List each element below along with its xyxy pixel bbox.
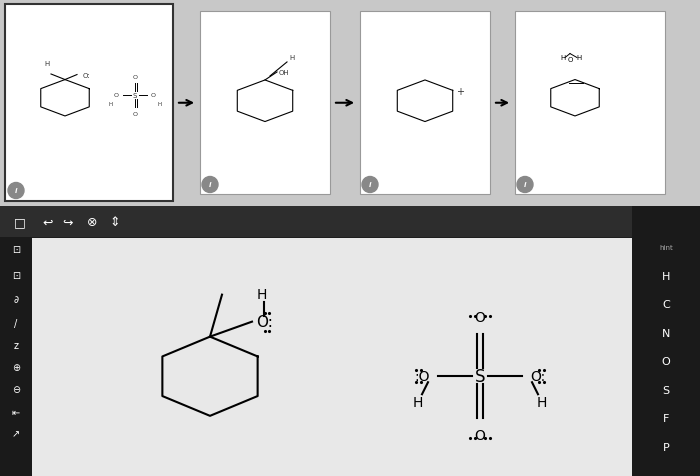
Text: S: S — [475, 367, 485, 386]
Bar — [515, 12, 665, 195]
Text: H: H — [109, 101, 113, 107]
Text: ↪: ↪ — [63, 216, 74, 229]
Text: O: O — [475, 311, 485, 325]
Circle shape — [517, 328, 533, 344]
Bar — [0, 238, 32, 476]
Circle shape — [517, 177, 533, 193]
Text: ⊡: ⊡ — [12, 271, 20, 281]
Text: □: □ — [14, 216, 26, 229]
Text: O: O — [114, 93, 119, 98]
Text: H: H — [537, 396, 547, 409]
Text: N: N — [662, 328, 670, 338]
Text: C: C — [662, 300, 670, 310]
Text: i: i — [369, 182, 371, 188]
Text: i: i — [524, 182, 526, 188]
Text: O: O — [132, 111, 137, 117]
Text: P: P — [663, 442, 669, 452]
Text: H: H — [561, 54, 566, 60]
Bar — [200, 12, 330, 195]
Text: H: H — [257, 287, 267, 301]
Text: +: + — [456, 87, 464, 97]
Bar — [5, 5, 173, 202]
Circle shape — [362, 177, 378, 193]
Text: :O: :O — [414, 369, 430, 384]
Circle shape — [202, 177, 218, 193]
Text: OH: OH — [279, 70, 290, 76]
Text: ⊖: ⊖ — [12, 385, 20, 395]
Text: ⇤: ⇤ — [12, 407, 20, 416]
Text: i: i — [15, 188, 18, 194]
Text: H: H — [157, 101, 161, 107]
Text: O: O — [151, 93, 156, 98]
Text: S: S — [662, 385, 670, 395]
Bar — [360, 12, 490, 195]
Text: H: H — [576, 54, 582, 60]
Text: ⊡: ⊡ — [12, 245, 20, 255]
Text: i: i — [524, 333, 526, 339]
Text: H: H — [289, 55, 294, 61]
Text: O:: O: — [256, 315, 273, 329]
Bar — [632, 207, 700, 476]
Text: ⇕: ⇕ — [110, 216, 120, 229]
Text: O: O — [475, 428, 485, 442]
Text: O: O — [662, 357, 671, 367]
Text: ↗: ↗ — [12, 428, 20, 438]
Text: ⊕: ⊕ — [12, 363, 20, 373]
Text: ∂: ∂ — [13, 295, 18, 305]
Text: ↩: ↩ — [43, 216, 53, 229]
Text: O:: O: — [83, 72, 90, 79]
Text: O:: O: — [530, 369, 545, 384]
Bar — [515, 234, 665, 348]
Text: O: O — [567, 57, 573, 62]
Text: ⊗: ⊗ — [87, 216, 97, 229]
Text: /: / — [15, 319, 18, 329]
Text: z: z — [13, 341, 18, 351]
Text: H: H — [662, 271, 670, 281]
Bar — [32, 239, 632, 476]
Bar — [0, 207, 700, 238]
Text: S: S — [133, 92, 137, 99]
Text: i: i — [209, 182, 211, 188]
Circle shape — [8, 183, 24, 199]
Text: ① Draw curved arrow(s) to show the interaction of the alcohol with sulfuric acid: ① Draw curved arrow(s) to show the inter… — [10, 219, 489, 232]
Text: hint: hint — [659, 245, 673, 251]
Text: F: F — [663, 413, 669, 423]
Text: H: H — [44, 61, 50, 67]
Text: H: H — [413, 396, 424, 409]
Text: O: O — [132, 75, 137, 79]
